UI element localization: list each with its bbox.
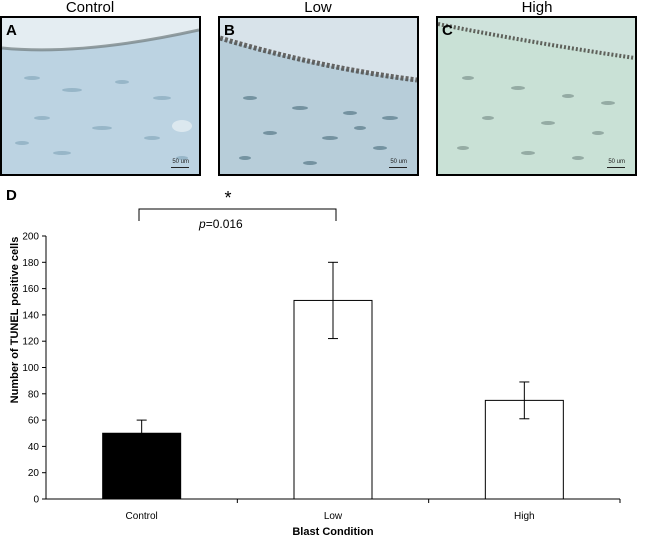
y-tick-label: 120: [22, 337, 39, 348]
x-tick-label: Low: [324, 511, 343, 522]
micrograph-image-a: [2, 18, 199, 174]
p-value-label: p=0.016: [198, 217, 243, 231]
panel-letter-b: B: [224, 22, 235, 39]
scale-bar-b: [389, 167, 407, 168]
y-tick-label: 80: [28, 389, 40, 400]
significance-star: *: [224, 188, 231, 208]
scale-bar-label-b: 50 um: [390, 159, 407, 165]
y-tick-label: 20: [28, 468, 40, 479]
chart-letter: D: [6, 187, 17, 204]
y-tick-label: 180: [22, 258, 39, 269]
y-axis-title: Number of TUNEL positive cells: [9, 237, 21, 404]
scale-bar-c: [607, 167, 625, 168]
scale-bar-label-c: 50 um: [608, 159, 625, 165]
x-axis: Control Low High: [46, 498, 621, 522]
panel-letter-c: C: [442, 22, 453, 39]
micrograph-panel-b: B 50 um: [218, 16, 419, 176]
significance-bracket: [138, 208, 337, 221]
y-axis: 0 20 40 60 80 100 120 140 160 180 200: [22, 232, 47, 506]
x-tick-label: Control: [126, 511, 158, 522]
micrograph-panel-a: A 50 um: [0, 16, 201, 176]
panel-title-low: Low: [304, 0, 332, 16]
bars-group: [102, 261, 564, 500]
bar-chart: D * p=0.016 020406080100120140160180200 …: [6, 187, 621, 538]
micrograph-image-c: [438, 18, 635, 174]
y-tick-label: 60: [28, 416, 40, 427]
y-tick-label: 100: [22, 363, 39, 374]
micrograph-panel-c: C 50 um: [436, 16, 637, 176]
panel-letter-a: A: [6, 22, 17, 39]
scale-bar-label-a: 50 um: [172, 159, 189, 165]
panel-title-control: Control: [65, 0, 115, 16]
x-tick-label: High: [514, 511, 535, 522]
y-tick-label: 200: [22, 232, 39, 243]
panel-title-high: High: [521, 0, 553, 16]
scale-bar-a: [171, 167, 189, 168]
y-tick-label: 140: [22, 310, 39, 321]
y-tick-label: 40: [28, 442, 40, 453]
x-axis-title: Blast Condition: [292, 526, 374, 538]
y-tick-label: 0: [33, 495, 39, 506]
y-tick-label: 160: [22, 284, 39, 295]
micrograph-image-b: [220, 18, 417, 174]
